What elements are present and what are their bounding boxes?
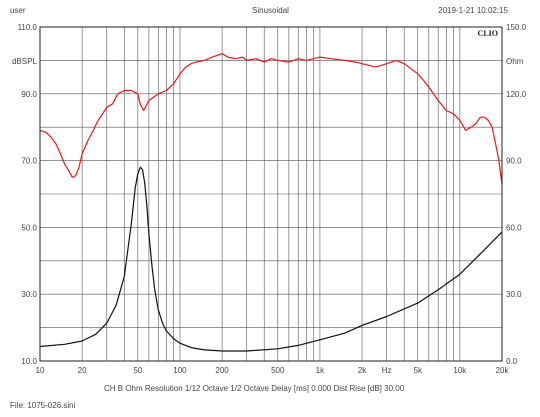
x-tick-label: 2k (358, 366, 367, 375)
x-tick-label: 1k (316, 366, 325, 375)
left-axis-unit: dBSPL (12, 57, 37, 66)
footer-params: CH B Ohm Resolution 1/12 Octave 1/2 Octa… (104, 384, 405, 393)
x-tick-label: Hz (382, 366, 392, 375)
spl-curve (39, 53, 503, 185)
x-tick-label: 10 (36, 366, 45, 375)
x-tick-label: 20k (496, 366, 510, 375)
x-tick-label: 500 (271, 366, 285, 375)
right-tick-label: 150.0 (506, 23, 527, 32)
left-tick-label: 110.0 (18, 23, 38, 32)
x-tick-label: 200 (215, 366, 229, 375)
x-tick-label: 10k (453, 366, 467, 375)
tick-labels: 10 20 50 100 200 500 1k 2k Hz 5k 10k 20k 10.0 30.0 50.… (18, 23, 527, 375)
brand-label: CLIO (478, 29, 498, 38)
left-tick-label: 30.0 (21, 290, 37, 299)
left-tick-label: 50.0 (21, 223, 37, 232)
right-tick-label: 120.0 (506, 90, 527, 99)
right-tick-label: 0.0 (506, 357, 518, 366)
right-tick-label: 30.0 (506, 290, 522, 299)
plot-frame (39, 26, 503, 362)
impedance-curve (39, 166, 503, 352)
x-tick-label: 100 (173, 366, 187, 375)
left-tick-label: 90.0 (21, 90, 37, 99)
right-tick-label: 90.0 (506, 157, 522, 166)
header-mode: Sinusoidal (252, 6, 289, 15)
right-axis-unit: Ohm (506, 57, 524, 66)
x-tick-label: 50 (133, 366, 142, 375)
x-tick-label: 20 (78, 366, 87, 375)
footer-file: File: 1075-026.sini (10, 401, 76, 410)
right-tick-label: 60.0 (506, 223, 522, 232)
x-tick-label: 5k (414, 366, 423, 375)
header-timestamp: 2019-1-21 10:02:15 (438, 6, 508, 15)
grid (39, 26, 503, 362)
series-group (39, 53, 503, 352)
header-user: user (10, 6, 26, 15)
left-tick-label: 10.0 (21, 357, 37, 366)
left-tick-label: 70.0 (21, 157, 37, 166)
